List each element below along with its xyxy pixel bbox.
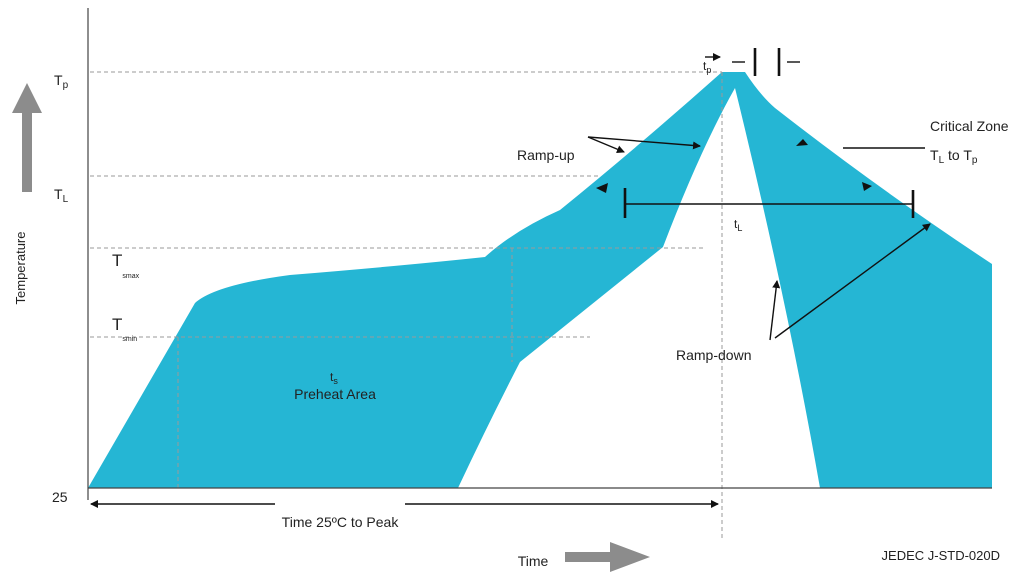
level-label-tsmax: Tsmax	[112, 251, 140, 280]
ts-label: ts	[330, 370, 338, 386]
ramp-down-arrow-2	[769, 280, 781, 341]
critical-zone-range: TL to Tp	[930, 147, 978, 166]
x-axis-title: Time	[518, 553, 549, 569]
level-label-25: 25	[52, 489, 68, 505]
level-label-tl: TL	[54, 186, 69, 205]
ramp-up-arrow-1	[587, 136, 625, 153]
ramp-down-arrow-1	[774, 223, 931, 339]
level-label-tp: Tp	[54, 72, 69, 91]
ramp-up-label: Ramp-up	[517, 147, 575, 163]
preheat-area-label: Preheat Area	[294, 386, 376, 402]
band-arrowhead-1	[596, 183, 608, 193]
ramp-down-label: Ramp-down	[676, 347, 751, 363]
profile-band	[88, 72, 992, 488]
level-label-tsmin: Tsmin	[112, 315, 137, 343]
y-axis-title: Temperature	[13, 232, 28, 305]
band-arrowhead-3	[862, 182, 872, 191]
ramp-up-arrow-2	[587, 136, 701, 150]
tl-label: tL	[734, 217, 742, 233]
critical-zone-title: Critical Zone	[930, 118, 1009, 134]
source-label: JEDEC J-STD-020D	[882, 548, 1000, 563]
temperature-arrow-icon	[12, 83, 42, 192]
time-arrow-icon	[565, 542, 650, 572]
tp-label: tp	[703, 59, 711, 75]
band-arrowhead-2	[796, 139, 808, 146]
time-to-peak-label: Time 25ºC to Peak	[282, 514, 400, 530]
